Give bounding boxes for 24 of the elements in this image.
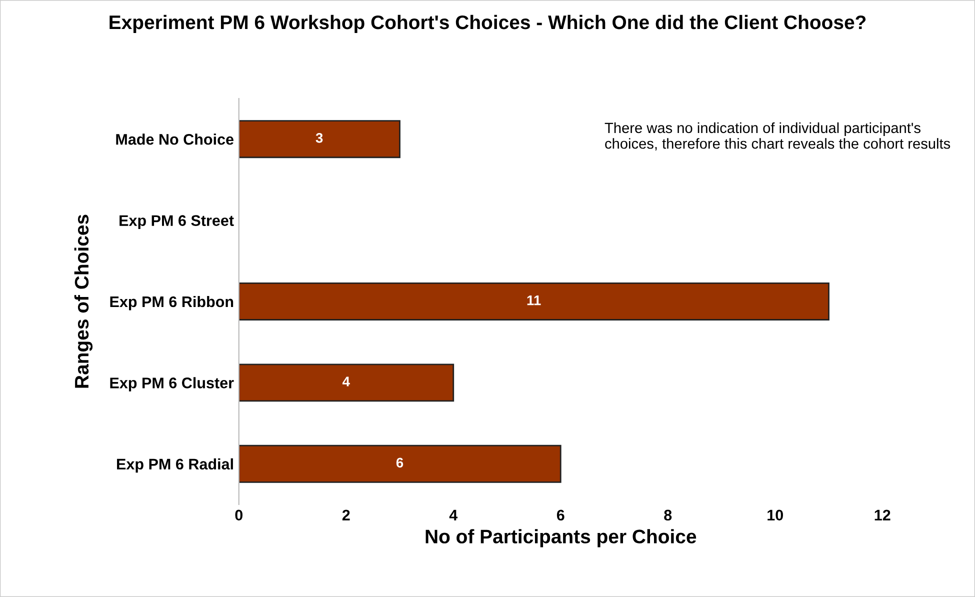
- chart-title: Experiment PM 6 Workshop Cohort's Choices - Which One did the Client Choose?: [110, 14, 866, 34]
- y-tick-label: Exp PM 6 Cluster: [110, 377, 234, 392]
- y-tick-label: Exp PM 6 Ribbon: [110, 296, 234, 310]
- y-axis-title: Ranges of Choices: [74, 214, 93, 388]
- bar: [238, 444, 562, 483]
- bar: [238, 120, 400, 158]
- x-tick-label: 4: [449, 510, 458, 520]
- y-tick-label: Exp PM 6 Street: [120, 215, 234, 229]
- x-axis-title: No of Participants per Choice: [426, 529, 696, 548]
- bar: [238, 364, 454, 402]
- data-label: 3: [316, 132, 323, 143]
- x-tick-label: 6: [556, 510, 564, 521]
- data-label: 4: [342, 376, 350, 386]
- data-label: 6: [396, 458, 404, 468]
- y-tick-label: Made No Choice: [116, 134, 234, 145]
- x-tick-label: 0: [235, 510, 242, 521]
- y-tick-label: Exp PM 6 Radial: [117, 458, 233, 473]
- data-label: 11: [527, 296, 541, 306]
- bar: [238, 282, 830, 320]
- x-tick-label: 8: [664, 510, 672, 521]
- x-tick-label: 12: [874, 510, 890, 520]
- annotation: There was no indication of individual participant's choices, therefore this chart reveals the cohort results: [604, 122, 950, 151]
- x-tick-label: 2: [342, 510, 350, 520]
- x-tick-label: 10: [768, 510, 783, 521]
